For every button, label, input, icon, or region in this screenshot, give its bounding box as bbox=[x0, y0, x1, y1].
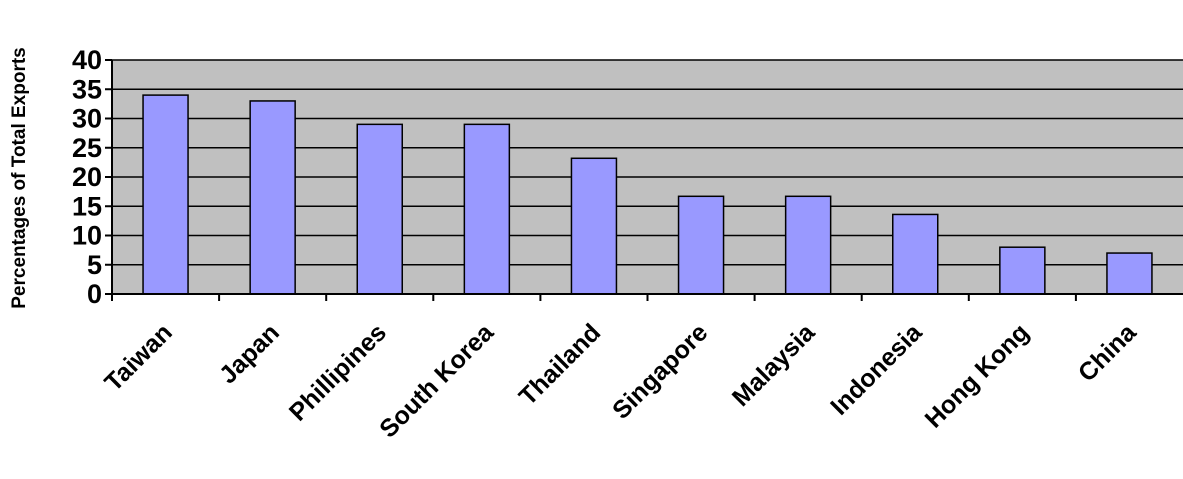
y-tick-label: 30 bbox=[72, 104, 102, 134]
y-tick-label: 20 bbox=[72, 162, 102, 192]
bar-south-korea bbox=[463, 123, 511, 295]
x-tick-label: China bbox=[1073, 318, 1143, 388]
y-tick-label: 25 bbox=[72, 133, 102, 163]
bar-malaysia bbox=[784, 195, 832, 295]
bar-phillipines bbox=[356, 123, 403, 295]
x-tick-label: Thailand bbox=[514, 318, 606, 410]
x-tick-label: Malaysia bbox=[727, 318, 821, 412]
x-tick-label: Indonesia bbox=[825, 318, 928, 421]
y-tick-label: 35 bbox=[72, 74, 102, 104]
y-tick-label: 0 bbox=[87, 279, 102, 309]
bars bbox=[142, 94, 1153, 295]
axes bbox=[105, 59, 1183, 301]
bar-singapore bbox=[677, 195, 725, 295]
y-axis-title: Percentages of Total Exports bbox=[9, 47, 30, 309]
x-tick-label: South Korea bbox=[374, 318, 500, 444]
x-tick-label: Taiwan bbox=[99, 318, 177, 396]
bar-thailand bbox=[570, 157, 618, 295]
y-tick-label: 5 bbox=[87, 250, 102, 280]
y-tick-label: 10 bbox=[72, 221, 102, 251]
bar-hong-kong bbox=[999, 246, 1046, 295]
x-tick-label: Phillipines bbox=[284, 318, 392, 426]
bar-china bbox=[1106, 252, 1153, 295]
y-tick-label: 15 bbox=[72, 191, 102, 221]
x-tick-label: Hong Kong bbox=[920, 318, 1035, 433]
bar-indonesia bbox=[892, 213, 939, 295]
x-tick-label: Singapore bbox=[607, 318, 713, 424]
x-tick-label: Japan bbox=[214, 318, 285, 389]
bar-taiwan bbox=[142, 94, 189, 295]
y-tick-label: 40 bbox=[72, 45, 102, 75]
bar-japan bbox=[249, 100, 296, 295]
